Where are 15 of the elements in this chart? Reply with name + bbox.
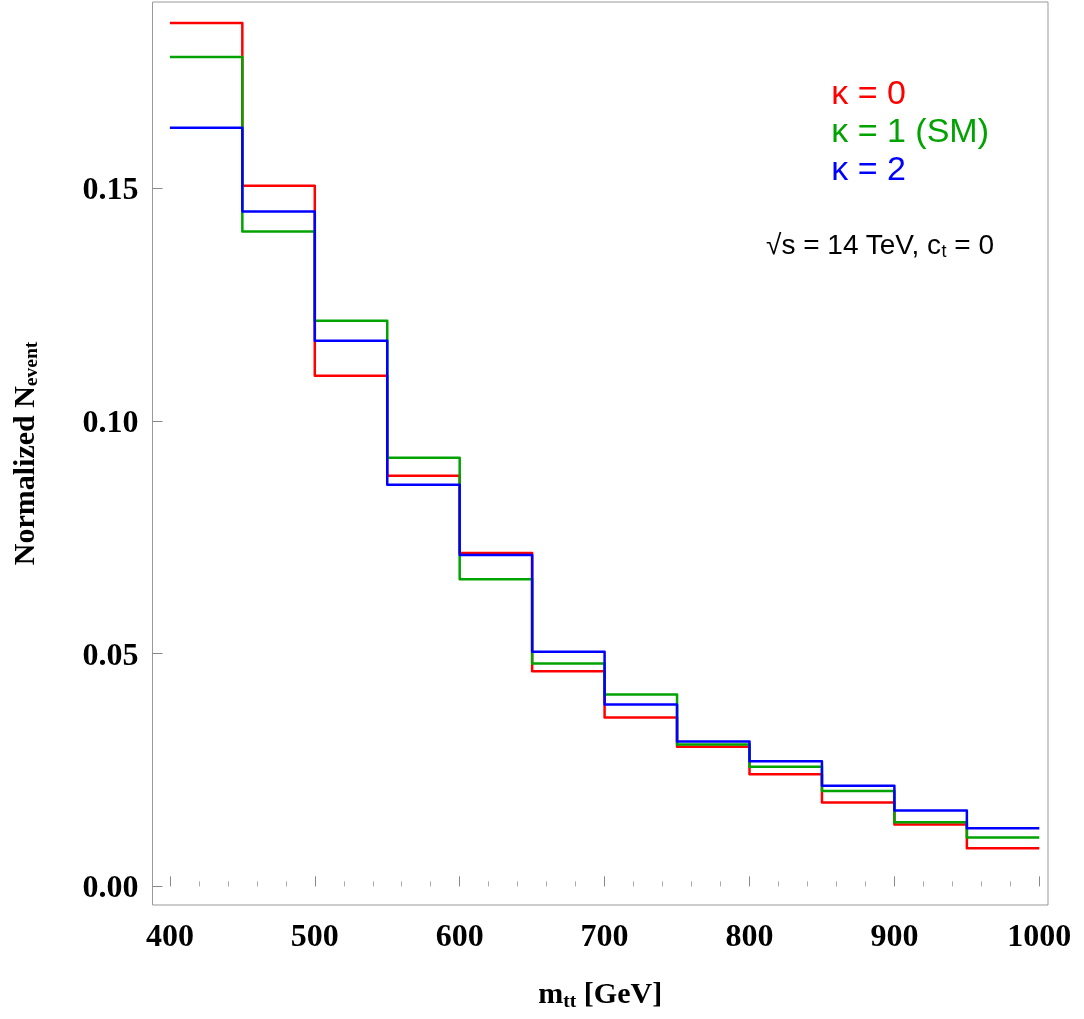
text: κ = 0 <box>831 73 906 111</box>
x-tick-label: 500 <box>290 917 339 953</box>
y-axis-title: Normalized Nevent <box>6 341 41 566</box>
x-tick-label: 900 <box>870 917 919 953</box>
text: κ = 2 <box>831 149 906 187</box>
text: κ = 1 (SM) <box>831 111 989 149</box>
x-tick-label: 1000 <box>1007 917 1072 953</box>
x-tick-label: 800 <box>725 917 774 953</box>
y-tick-label: 0.15 <box>82 170 139 207</box>
y-tick-label: 0.05 <box>82 635 139 672</box>
x-tick-label: 400 <box>145 917 194 953</box>
x-tick-label: 700 <box>580 917 629 953</box>
y-tick-label: 0.10 <box>82 402 139 439</box>
y-tick-label: 0.00 <box>82 868 139 905</box>
x-tick-label: 600 <box>435 917 484 953</box>
